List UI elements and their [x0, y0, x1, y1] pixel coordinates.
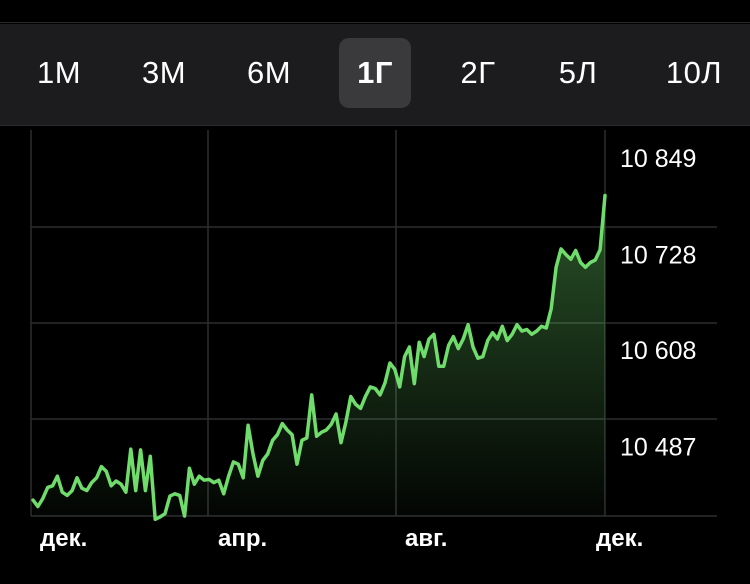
range-divider: [0, 125, 750, 126]
y-axis-labels: 10 849 10 728 10 608 10 487: [620, 145, 696, 462]
x-tick-label: авг.: [405, 525, 447, 552]
x-tick-label: дек.: [40, 525, 87, 552]
range-button-6m[interactable]: 6М: [246, 55, 292, 90]
range-button-2y[interactable]: 2Г: [460, 55, 496, 90]
x-axis-labels: дек. апр. авг. дек.: [40, 525, 643, 552]
y-tick-label: 10 487: [620, 434, 696, 462]
y-tick-label: 10 728: [620, 242, 696, 270]
price-line: [31, 193, 607, 522]
range-button-10y[interactable]: 10Л: [665, 55, 723, 90]
x-tick-label: дек.: [596, 525, 643, 552]
y-tick-label: 10 608: [620, 337, 696, 365]
y-tick-label: 10 849: [620, 145, 696, 173]
range-button-1m[interactable]: 1М: [36, 55, 82, 90]
x-tick-label: апр.: [218, 525, 267, 552]
range-button-5y[interactable]: 5Л: [558, 55, 598, 90]
time-range-selector: 1М 3М 6М 1Г 2Г 5Л 10Л: [0, 24, 750, 125]
top-divider: [0, 22, 750, 23]
price-area-fill: [33, 195, 605, 520]
range-button-3m[interactable]: 3М: [141, 55, 187, 90]
range-button-1y[interactable]: 1Г: [339, 38, 411, 108]
